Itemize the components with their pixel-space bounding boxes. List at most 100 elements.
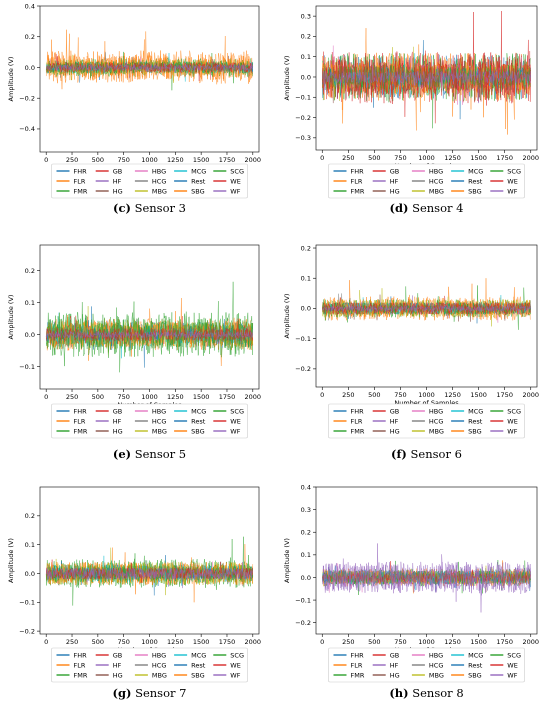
y-tick-label: −0.2 bbox=[19, 95, 35, 103]
y-tick-label: −0.1 bbox=[19, 599, 35, 607]
series-line-wf bbox=[322, 65, 531, 93]
legend-entry-gb: GB bbox=[113, 167, 123, 175]
legend-entry-mcg: MCG bbox=[468, 167, 483, 175]
x-tick-label: 0 bbox=[44, 638, 48, 646]
x-tick-label: 2000 bbox=[245, 393, 262, 401]
legend-box bbox=[51, 403, 248, 439]
legend-entry-we: WE bbox=[507, 417, 518, 425]
x-tick-label: 1000 bbox=[141, 393, 158, 401]
legend-entry-hcg: HCG bbox=[429, 661, 443, 669]
y-tick-label: 0.4 bbox=[25, 2, 35, 10]
x-tick-label: 1750 bbox=[219, 156, 236, 164]
x-tick-label: 250 bbox=[342, 638, 354, 646]
legend-entry-scg: SCG bbox=[230, 651, 244, 659]
legend-box bbox=[328, 163, 525, 199]
legend-entry-mcg: MCG bbox=[191, 167, 206, 175]
legend-entry-sbg: SBG bbox=[468, 187, 482, 195]
x-tick-label: 0 bbox=[320, 391, 324, 399]
y-tick-label: 0.3 bbox=[301, 506, 311, 514]
legend-entry-wf: WF bbox=[230, 427, 240, 435]
legend-entry-mcg: MCG bbox=[468, 651, 483, 659]
legend-entry-mbg: MBG bbox=[152, 427, 167, 435]
y-tick-label: 0.0 bbox=[301, 305, 311, 313]
legend-entry-rest: Rest bbox=[468, 417, 483, 425]
y-tick-label: 0.2 bbox=[301, 529, 311, 537]
x-tick-label: 500 bbox=[368, 638, 380, 646]
panel-caption-letter: (h) bbox=[389, 686, 408, 700]
legend-entry-scg: SCG bbox=[507, 167, 521, 175]
legend: FHR GB HBG MCG SCG FLR HF HCG Rest WE FMR HG MBG SBG W… bbox=[51, 163, 248, 199]
x-tick-label: 1500 bbox=[470, 391, 487, 399]
legend-entry-hcg: HCG bbox=[429, 177, 443, 185]
x-tick-label: 0 bbox=[44, 156, 48, 164]
x-tick-label: 2000 bbox=[245, 156, 262, 164]
legend-entry-mcg: MCG bbox=[468, 407, 483, 415]
x-tick-label: 500 bbox=[368, 154, 380, 162]
panel-caption-text: Sensor 6 bbox=[407, 447, 462, 461]
panel-caption: (e) Sensor 5 bbox=[113, 447, 186, 461]
y-axis-label: Amplitude (V) bbox=[7, 538, 15, 583]
chart-panel-2: 0 250 500 750 1000 1250 1500 1750 2000 −0.1 0.0 0.1… bbox=[7, 244, 262, 461]
x-tick-label: 1250 bbox=[167, 156, 184, 164]
series-group bbox=[45, 536, 254, 606]
x-tick-label: 2000 bbox=[522, 391, 539, 399]
x-tick-label: 1750 bbox=[496, 154, 513, 162]
plot-frame bbox=[39, 5, 260, 153]
x-tick-label: 750 bbox=[394, 154, 406, 162]
series-line-we bbox=[322, 297, 531, 316]
y-tick-label: 0.2 bbox=[301, 244, 311, 252]
legend: FHR GB HBG MCG SCG FLR HF HCG Rest WE FMR HG MBG SBG W… bbox=[51, 403, 248, 439]
panel-caption-letter: (f) bbox=[391, 447, 407, 461]
y-tick-label: 0.0 bbox=[25, 64, 35, 72]
y-tick-label: 0.4 bbox=[301, 483, 311, 491]
x-tick-label: 500 bbox=[92, 393, 104, 401]
y-tick-label: −0.3 bbox=[295, 134, 311, 142]
legend-entry-we: WE bbox=[507, 661, 518, 669]
x-tick-label: 500 bbox=[92, 638, 104, 646]
series-line-wf bbox=[322, 301, 531, 314]
panel-caption: (c) Sensor 3 bbox=[113, 201, 186, 215]
panel-caption-text: Sensor 4 bbox=[408, 201, 463, 215]
y-axis-label: Amplitude (V) bbox=[283, 538, 291, 583]
y-tick-label: −0.1 bbox=[295, 94, 311, 102]
series-line-wf bbox=[45, 330, 254, 343]
legend-entry-sbg: SBG bbox=[468, 427, 482, 435]
x-tick-label: 1500 bbox=[193, 156, 210, 164]
legend-entry-hf: HF bbox=[113, 417, 122, 425]
series-group bbox=[322, 10, 531, 135]
panel-caption-letter: (d) bbox=[390, 201, 409, 215]
panel-caption-text: Sensor 3 bbox=[131, 201, 186, 215]
legend-entry-fhr: FHR bbox=[74, 651, 88, 659]
x-tick-label: 250 bbox=[66, 393, 78, 401]
panel-caption: (h) Sensor 8 bbox=[389, 686, 463, 700]
x-tick-label: 750 bbox=[117, 393, 129, 401]
x-tick-label: 1250 bbox=[444, 391, 461, 399]
legend-entry-gb: GB bbox=[113, 651, 123, 659]
legend-entry-gb: GB bbox=[390, 167, 400, 175]
chart-panel-0: 0 250 500 750 1000 1250 1500 1750 2000 −0.4 −0.2 0.… bbox=[7, 2, 261, 215]
legend-entry-fhr: FHR bbox=[351, 651, 365, 659]
legend-entry-fmr: FMR bbox=[74, 187, 88, 195]
legend-entry-fmr: FMR bbox=[74, 427, 88, 435]
x-tick-label: 1500 bbox=[470, 638, 487, 646]
legend-entry-mbg: MBG bbox=[429, 427, 444, 435]
legend-entry-mcg: MCG bbox=[191, 651, 206, 659]
legend-box bbox=[328, 403, 525, 439]
legend-entry-fhr: FHR bbox=[351, 167, 365, 175]
legend: FHR GB HBG MCG SCG FLR HF HCG Rest WE FMR HG MBG SBG W… bbox=[328, 403, 525, 439]
legend-entry-mbg: MBG bbox=[152, 187, 167, 195]
legend-entry-hbg: HBG bbox=[429, 651, 443, 659]
chart-panel-4: 0 250 500 750 1000 1250 1500 1750 2000 −0.2 −0.1 0.… bbox=[7, 486, 261, 700]
y-tick-label: 0.2 bbox=[25, 267, 35, 275]
legend-box bbox=[51, 163, 248, 199]
legend-entry-gb: GB bbox=[390, 407, 400, 415]
legend: FHR GB HBG MCG SCG FLR HF HCG Rest WE FMR HG MBG SBG W… bbox=[328, 647, 525, 683]
legend-entry-scg: SCG bbox=[230, 167, 244, 175]
x-tick-label: 0 bbox=[44, 393, 48, 401]
legend-entry-fmr: FMR bbox=[351, 427, 365, 435]
x-tick-label: 2000 bbox=[522, 154, 539, 162]
legend-entry-hcg: HCG bbox=[152, 177, 166, 185]
x-tick-label: 1750 bbox=[496, 391, 513, 399]
legend-entry-flr: FLR bbox=[351, 177, 363, 185]
legend: FHR GB HBG MCG SCG FLR HF HCG Rest WE FMR HG MBG SBG W… bbox=[328, 163, 525, 199]
